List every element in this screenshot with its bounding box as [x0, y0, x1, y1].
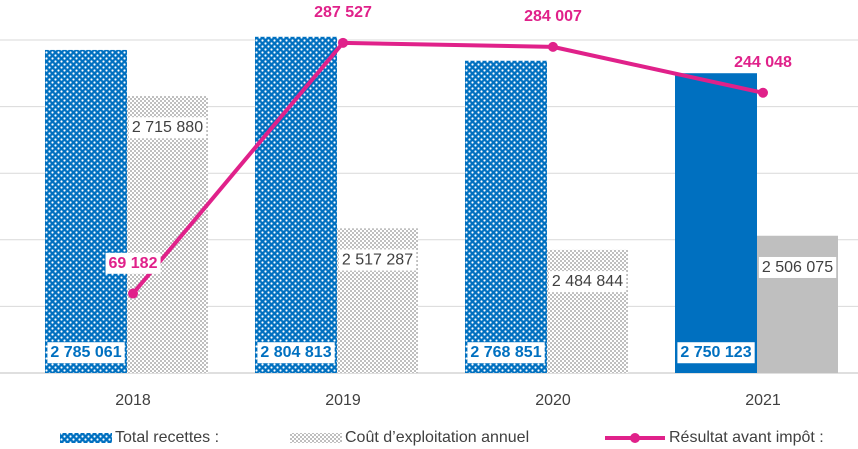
label-bg [521, 6, 586, 28]
data-label: 69 182 [109, 255, 158, 272]
label-bg [677, 342, 755, 364]
bar [547, 249, 628, 373]
x-tick-label: 2021 [745, 392, 781, 409]
line-point [758, 87, 768, 98]
bar [675, 73, 757, 373]
data-label: 2 715 880 [132, 119, 203, 136]
label-bg [257, 342, 335, 364]
line-point [128, 288, 138, 299]
legend-swatch [630, 433, 640, 443]
x-tick-label: 2019 [325, 392, 361, 409]
label-bg [338, 249, 417, 271]
legend-swatch [60, 433, 112, 443]
line [131, 40, 764, 295]
legend-label: Coût d’exploitation annuel [345, 429, 529, 446]
data-label: 284 007 [524, 8, 582, 25]
data-label: 2 804 813 [260, 344, 331, 361]
data-label: 2 506 075 [762, 259, 833, 276]
bar [127, 96, 208, 373]
x-tick-label: 2020 [535, 392, 571, 409]
legend-label: Résultat avant impôt : [669, 429, 824, 446]
bar [757, 235, 838, 373]
line-point [338, 37, 348, 48]
data-label: 244 048 [734, 54, 792, 71]
data-label: 287 527 [314, 4, 372, 21]
data-label: 2 785 061 [50, 344, 121, 361]
data-label: 2 768 851 [470, 344, 541, 361]
label-bg [311, 2, 376, 24]
x-tick-label: 2018 [115, 392, 151, 409]
bar [465, 60, 547, 373]
label-bg [467, 342, 545, 364]
data-label: 2 517 287 [342, 252, 413, 269]
bar [45, 49, 127, 374]
label-bg [105, 252, 161, 274]
label-bg [758, 256, 837, 278]
label-bg [548, 271, 627, 293]
legend-swatch [290, 433, 342, 443]
label-bg [47, 342, 125, 364]
data-label: 2 484 844 [552, 273, 623, 290]
line-point [548, 41, 558, 52]
bar [255, 36, 337, 373]
legend-label: Total recettes : [115, 429, 219, 446]
label-bg [731, 51, 796, 73]
data-label: 2 750 123 [680, 344, 751, 361]
label-bg [128, 117, 207, 139]
